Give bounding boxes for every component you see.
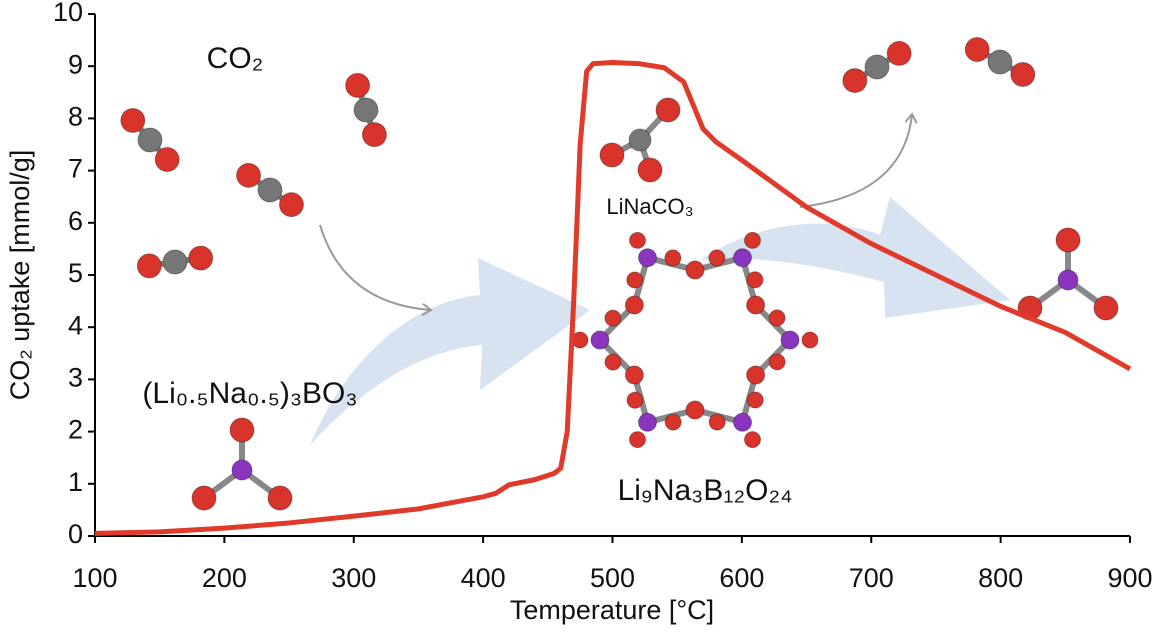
atom [629, 231, 646, 249]
x-tick-label: 900 [1107, 563, 1152, 593]
atom [191, 485, 217, 511]
x-tick-label: 200 [202, 563, 247, 593]
atom [1057, 269, 1079, 291]
x-tick-label: 700 [849, 563, 894, 593]
x-tick-label: 100 [72, 563, 117, 593]
atom [685, 260, 705, 280]
atom [801, 331, 819, 349]
atom [624, 295, 644, 315]
atom [229, 417, 255, 443]
atom [964, 37, 990, 63]
atom [768, 309, 786, 327]
x-tick-label: 500 [590, 563, 635, 593]
atom [655, 97, 681, 123]
atom [361, 122, 387, 148]
atom [768, 353, 786, 371]
data-line [94, 60, 1132, 536]
atom [162, 249, 188, 275]
atom [136, 253, 162, 279]
y-tick-label: 1 [68, 467, 83, 497]
process-arrow [700, 197, 1010, 318]
y-tick-label: 2 [68, 415, 83, 445]
atom [267, 485, 293, 511]
atom [708, 249, 726, 267]
x-tick-label: 300 [331, 563, 376, 593]
atom [236, 162, 262, 188]
atom [664, 249, 682, 267]
atom [685, 400, 705, 420]
y-tick-label: 9 [68, 49, 83, 79]
atom [780, 330, 800, 350]
atom [188, 245, 214, 271]
annotation: Li₉Na₃B₁₂O₂₄ [618, 474, 793, 507]
atom [746, 295, 766, 315]
x-tick-label: 400 [461, 563, 506, 593]
atom [604, 353, 622, 371]
atom [154, 147, 180, 173]
atom [231, 459, 253, 481]
atom [120, 107, 146, 133]
atom [638, 248, 657, 268]
atom [708, 413, 726, 431]
atom [590, 330, 610, 350]
atom [638, 412, 657, 432]
flow-arrow [319, 224, 430, 310]
atom [733, 412, 752, 432]
atom [864, 54, 890, 80]
atom [257, 177, 283, 203]
y-tick-label: 5 [68, 258, 83, 288]
x-tick-label: 600 [719, 563, 764, 593]
atom [744, 231, 761, 249]
y-tick-label: 4 [68, 310, 83, 340]
annotation: CO₂ [207, 42, 264, 75]
annotation: LiNaCO₃ [606, 194, 693, 219]
atom [599, 142, 625, 168]
atom [733, 248, 752, 268]
atom [886, 40, 912, 66]
atom [278, 192, 304, 218]
atom [637, 157, 663, 183]
flow-arrow [799, 115, 912, 208]
atom [353, 97, 379, 123]
atom [629, 431, 646, 449]
atom [1093, 295, 1119, 321]
illustration [120, 37, 1119, 511]
x-tick-label: 800 [978, 563, 1023, 593]
atom [604, 309, 622, 327]
y-tick-label: 7 [68, 154, 83, 184]
atom [744, 431, 761, 449]
atom [624, 365, 644, 385]
y-tick-label: 10 [53, 0, 83, 27]
atom [626, 271, 644, 289]
process-arrow [310, 258, 590, 445]
atom [746, 365, 766, 385]
y-tick-label: 0 [68, 519, 83, 549]
atom [842, 68, 868, 94]
y-tick-label: 8 [68, 102, 83, 132]
atom [137, 127, 163, 153]
x-axis-label: Temperature [°C] [510, 595, 714, 625]
atom [987, 49, 1013, 75]
y-axis-label: CO₂ uptake [mmol/g] [5, 150, 35, 401]
y-tick-label: 3 [68, 363, 83, 393]
atom [626, 391, 644, 409]
atom [746, 271, 764, 289]
atom [345, 72, 371, 98]
atom [628, 128, 652, 152]
annotation: (Li₀.₅Na₀.₅)₃BO₃ [142, 377, 357, 410]
y-tick-label: 6 [68, 206, 83, 236]
atom [746, 391, 764, 409]
atom [1055, 227, 1081, 253]
atom [1010, 61, 1036, 87]
atom [664, 413, 682, 431]
